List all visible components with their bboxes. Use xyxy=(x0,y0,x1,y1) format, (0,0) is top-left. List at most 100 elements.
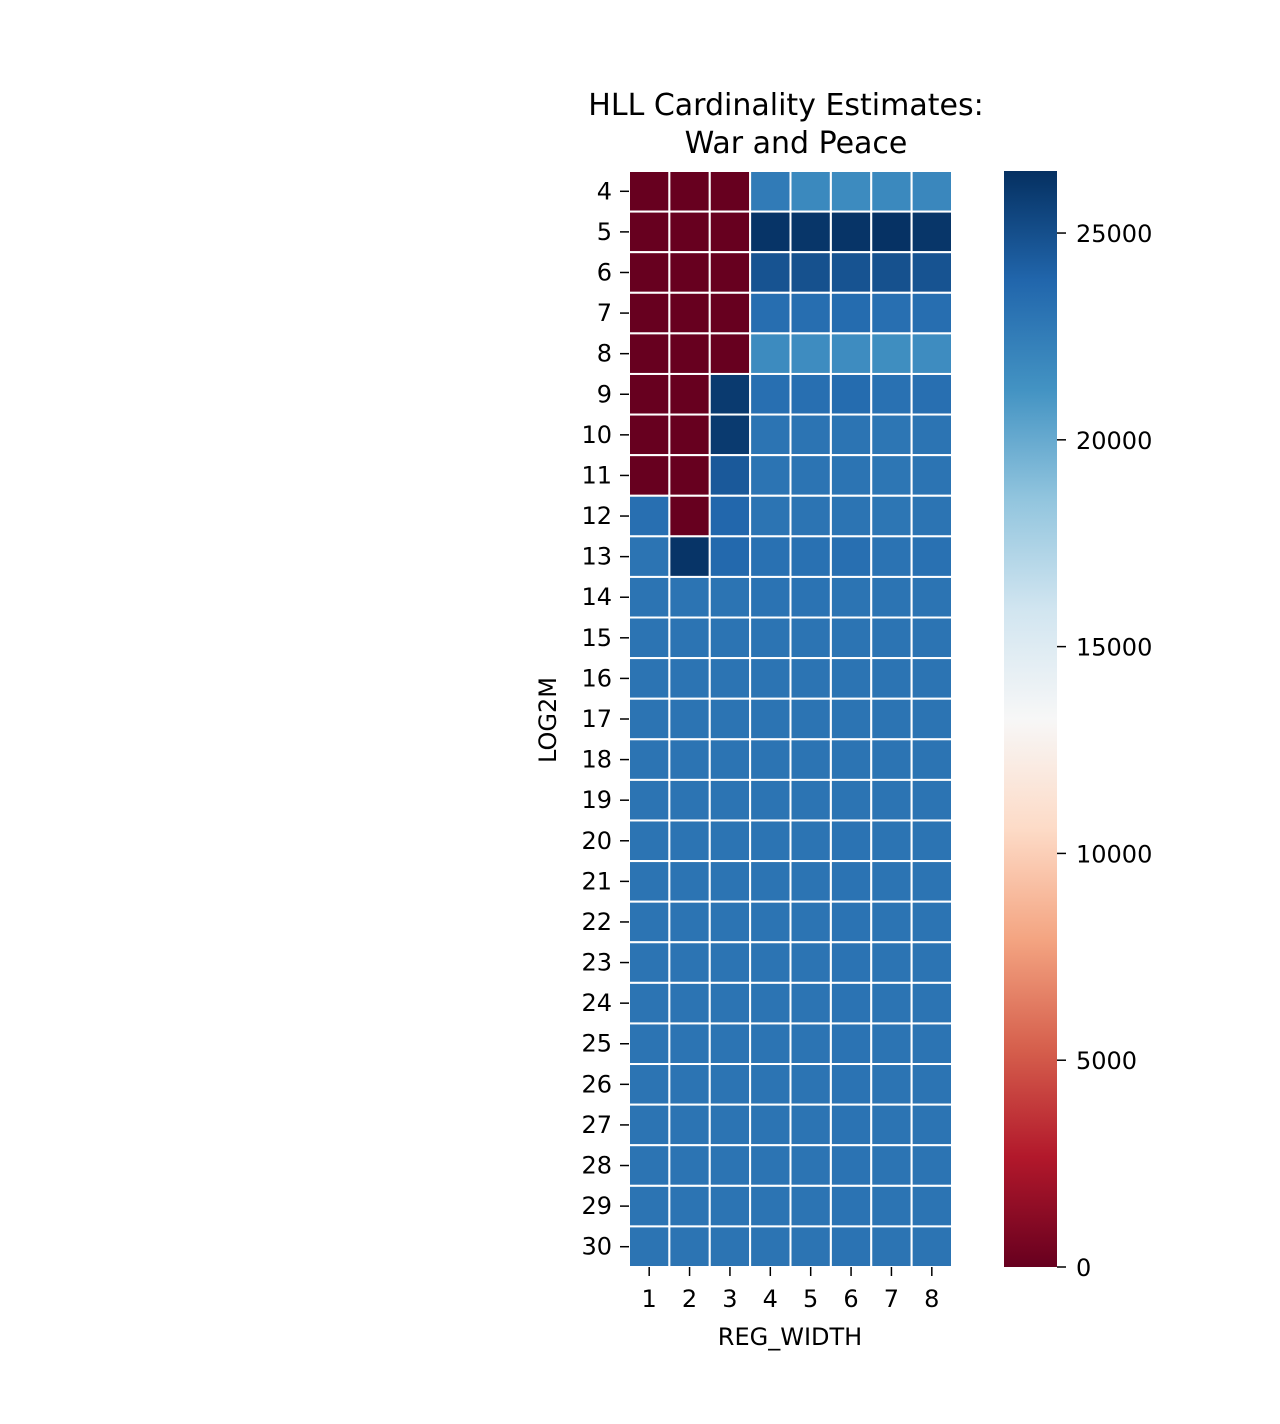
heatmap-cell xyxy=(628,1103,671,1147)
heatmap-cell xyxy=(749,291,792,335)
heatmap-cell xyxy=(668,1063,711,1106)
heatmap-cell xyxy=(910,1225,953,1268)
heatmap-cell xyxy=(870,900,913,944)
y-tick-label: 24 xyxy=(581,989,612,1017)
heatmap-cell xyxy=(708,616,752,660)
heatmap-cell xyxy=(749,1103,792,1147)
heatmap-cells xyxy=(628,170,953,1268)
heatmap-cell xyxy=(749,170,792,213)
heatmap-cell xyxy=(910,697,953,741)
y-tick-label: 23 xyxy=(581,949,612,977)
y-tick-label: 26 xyxy=(581,1070,612,1098)
heatmap-cell xyxy=(668,778,711,822)
heatmap-cell xyxy=(749,697,792,741)
heatmap-cell xyxy=(749,819,792,863)
heatmap-cell xyxy=(668,738,711,781)
heatmap-cell xyxy=(910,981,953,1025)
heatmap-cell xyxy=(628,778,671,822)
heatmap-cell xyxy=(910,413,953,457)
heatmap-cell xyxy=(749,251,792,294)
heatmap-cell xyxy=(628,413,671,457)
heatmap-cell xyxy=(749,900,792,944)
heatmap-cell xyxy=(749,454,792,497)
heatmap-cell xyxy=(910,1144,953,1187)
heatmap-cell xyxy=(749,575,792,619)
heatmap-cell xyxy=(829,738,873,781)
heatmap-cell xyxy=(668,454,711,497)
heatmap-cell xyxy=(668,210,711,254)
heatmap-cell xyxy=(910,738,953,781)
heatmap-cell xyxy=(708,1225,752,1268)
heatmap-cell xyxy=(789,819,832,863)
heatmap-cell xyxy=(749,1022,792,1066)
heatmap-cell xyxy=(829,372,873,416)
heatmap-cell xyxy=(829,778,873,822)
y-tick-label: 11 xyxy=(581,461,612,489)
colorbar-tick-label: 5000 xyxy=(1076,1047,1137,1075)
heatmap-cell xyxy=(628,291,671,335)
heatmap-cell xyxy=(870,454,913,497)
heatmap-cell xyxy=(870,210,913,254)
heatmap-cell xyxy=(708,332,752,375)
heatmap-cell xyxy=(789,738,832,781)
heatmap-cell xyxy=(910,819,953,863)
heatmap-cell xyxy=(708,1184,752,1228)
heatmap-cell xyxy=(668,1184,711,1228)
heatmap-cell xyxy=(829,657,873,700)
heatmap-cell xyxy=(628,1144,671,1187)
heatmap-cell xyxy=(668,900,711,944)
y-tick-label: 28 xyxy=(581,1152,612,1180)
y-axis-ticks: 4 5 6 7 8 9 10 11 12 13 14 15 16 17 18 19 20 21 22 23 24 25 26… xyxy=(581,177,629,1261)
heatmap-cell xyxy=(910,575,953,619)
heatmap-cell xyxy=(829,251,873,294)
heatmap-cell xyxy=(829,291,873,335)
heatmap-cell xyxy=(628,1063,671,1106)
y-tick-label: 30 xyxy=(581,1233,612,1261)
y-tick-label: 14 xyxy=(581,583,612,611)
heatmap-cell xyxy=(628,170,671,213)
heatmap-cell xyxy=(829,819,873,863)
heatmap-cell xyxy=(628,819,671,863)
heatmap-cell xyxy=(789,454,832,497)
heatmap-cell xyxy=(870,697,913,741)
heatmap-cell xyxy=(789,860,832,903)
heatmap-cell xyxy=(829,1184,873,1228)
heatmap-cell xyxy=(628,494,671,538)
heatmap-cell xyxy=(628,1022,671,1066)
heatmap-cell xyxy=(789,778,832,822)
y-tick-label: 8 xyxy=(597,340,612,368)
heatmap-cell xyxy=(829,1225,873,1268)
heatmap-cell xyxy=(628,535,671,578)
heatmap-cell xyxy=(628,981,671,1025)
heatmap-cell xyxy=(910,454,953,497)
y-tick-label: 12 xyxy=(581,502,612,530)
heatmap-cell xyxy=(708,778,752,822)
heatmap-cell xyxy=(870,332,913,375)
heatmap-cell xyxy=(749,210,792,254)
heatmap-cell xyxy=(708,819,752,863)
heatmap-cell xyxy=(668,616,711,660)
colorbar-gradient xyxy=(1004,171,1057,1267)
heatmap-cell xyxy=(749,860,792,903)
x-tick-label: 2 xyxy=(682,1285,697,1313)
heatmap-cell xyxy=(870,1144,913,1187)
heatmap-cell xyxy=(829,170,873,213)
heatmap-cell xyxy=(708,981,752,1025)
heatmap-cell xyxy=(628,738,671,781)
chart-title: HLL Cardinality Estimates: War and Peace xyxy=(588,88,983,161)
heatmap-cell xyxy=(708,1103,752,1147)
heatmap-cell xyxy=(628,251,671,294)
heatmap-cell xyxy=(708,697,752,741)
heatmap-cell xyxy=(789,941,832,984)
heatmap-cell xyxy=(708,657,752,700)
heatmap-cell xyxy=(910,1184,953,1228)
heatmap-cell xyxy=(708,494,752,538)
heatmap-cell xyxy=(910,900,953,944)
y-tick-label: 13 xyxy=(581,543,612,571)
heatmap-cell xyxy=(829,1144,873,1187)
heatmap-cell xyxy=(789,332,832,375)
heatmap-cell xyxy=(829,575,873,619)
heatmap-cell xyxy=(628,697,671,741)
